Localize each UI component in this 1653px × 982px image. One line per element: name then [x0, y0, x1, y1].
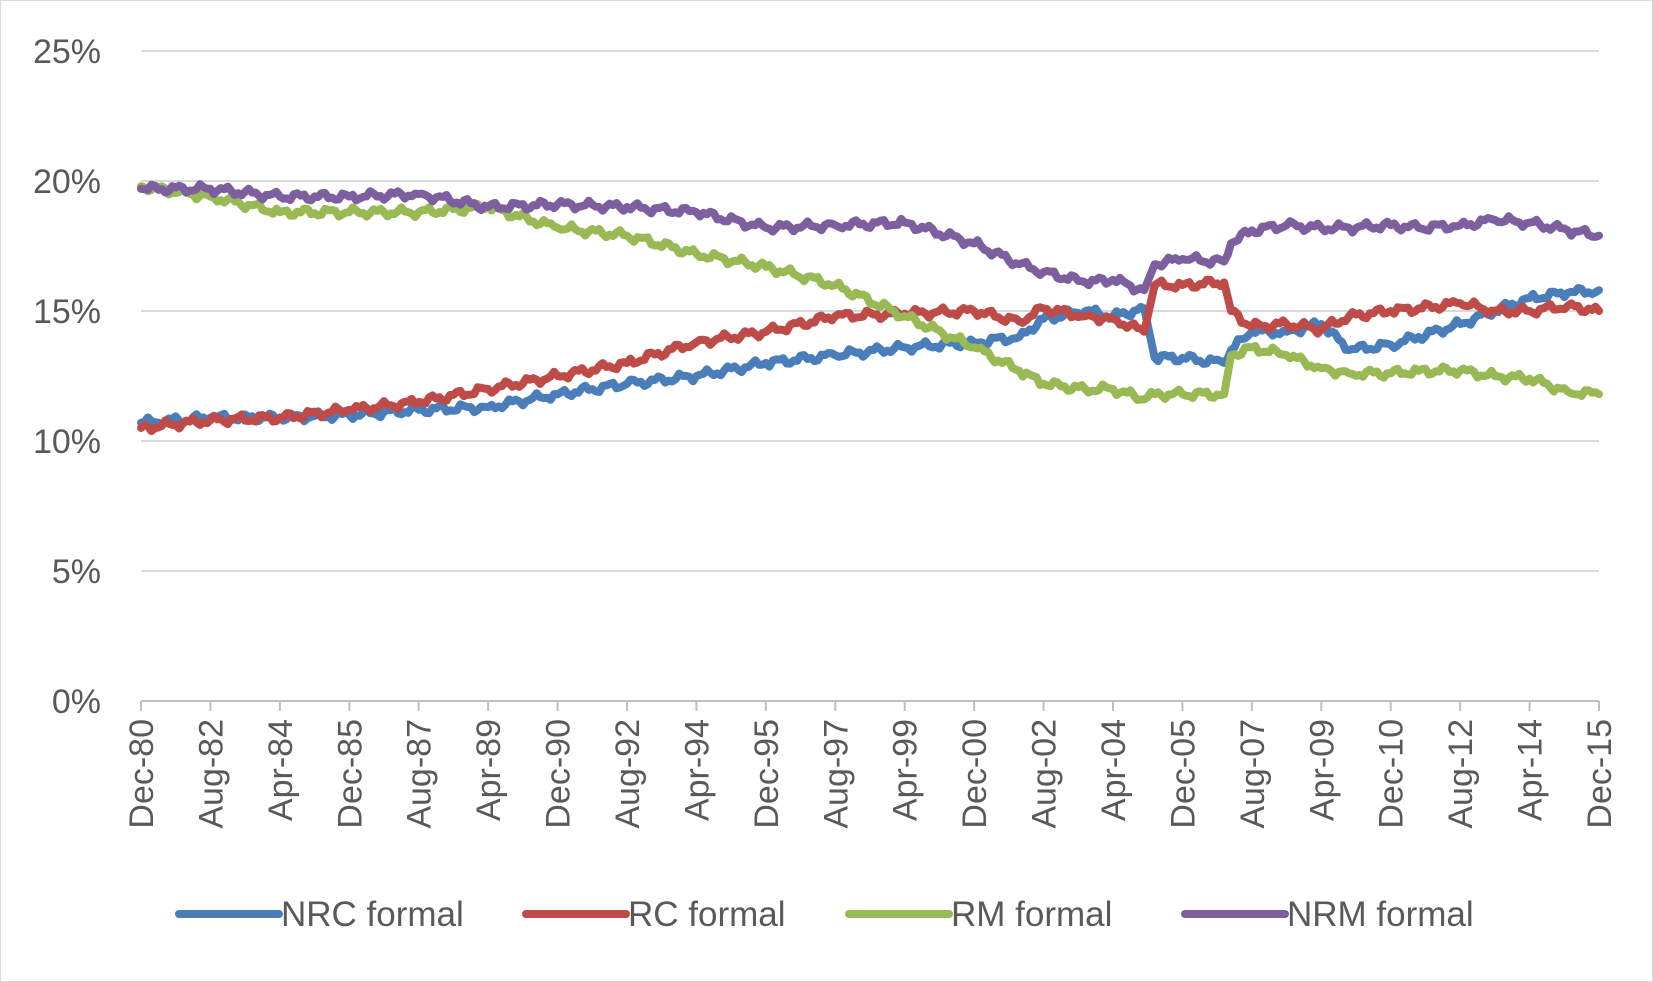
y-tick-label: 0% — [52, 683, 101, 721]
y-tick-label: 25% — [33, 33, 101, 71]
x-tick-label: Apr-99 — [887, 719, 925, 821]
legend-item: NRC formal — [175, 895, 464, 934]
legend-item: NRM formal — [1181, 895, 1474, 934]
legend-item: RM formal — [845, 895, 1112, 934]
x-tick-label: Apr-94 — [678, 719, 716, 821]
y-tick-label: 20% — [33, 163, 101, 201]
x-tick-label: Dec-90 — [540, 719, 578, 829]
series-line-nrc-formal — [137, 284, 1603, 430]
x-tick-label: Dec-10 — [1373, 719, 1411, 829]
legend-label: NRM formal — [1287, 895, 1474, 934]
x-tick-label: Aug-12 — [1442, 719, 1480, 829]
legend-item: RC formal — [522, 895, 786, 934]
x-tick-label: Aug-97 — [817, 719, 855, 829]
x-tick-label: Apr-89 — [470, 719, 508, 821]
x-axis-tick-labels: Dec-80 Aug-82 Apr-84 Dec-85 Aug-87 Apr-89 Dec-… — [123, 719, 1619, 829]
x-tick-label: Apr-14 — [1512, 719, 1550, 821]
legend: NRC formal RC formal RM formal NRM formal — [175, 895, 1474, 934]
y-tick-label: 5% — [52, 553, 101, 591]
y-axis-tick-labels: 0% 5% 10% 15% 20% 25% — [33, 33, 101, 721]
x-tick-label: Aug-02 — [1026, 719, 1064, 829]
x-tick-label: Apr-09 — [1303, 719, 1341, 821]
x-tick-label: Dec-15 — [1581, 719, 1619, 829]
legend-label: RM formal — [951, 895, 1112, 934]
x-tick-label: Dec-85 — [331, 719, 369, 829]
x-tick-label: Apr-04 — [1095, 719, 1133, 821]
x-tick-label: Dec-95 — [748, 719, 786, 829]
legend-label: NRC formal — [281, 895, 464, 934]
y-tick-label: 10% — [33, 423, 101, 461]
x-tick-label: Dec-80 — [123, 719, 161, 829]
x-tick-label: Aug-82 — [192, 719, 230, 829]
series-lines — [137, 180, 1603, 436]
x-tick-label: Dec-05 — [1164, 719, 1202, 829]
y-tick-label: 15% — [33, 293, 101, 331]
series-line-nrm-formal — [137, 180, 1603, 296]
legend-label: RC formal — [628, 895, 786, 934]
x-tick-label: Aug-07 — [1234, 719, 1272, 829]
x-tick-label: Aug-92 — [609, 719, 647, 829]
x-tick-label: Aug-87 — [401, 719, 439, 829]
x-tick-label: Dec-00 — [956, 719, 994, 829]
x-tick-label: Apr-84 — [262, 719, 300, 821]
x-axis — [140, 700, 1600, 711]
series-line-rm-formal — [137, 181, 1603, 404]
series-line-rc-formal — [137, 275, 1603, 436]
